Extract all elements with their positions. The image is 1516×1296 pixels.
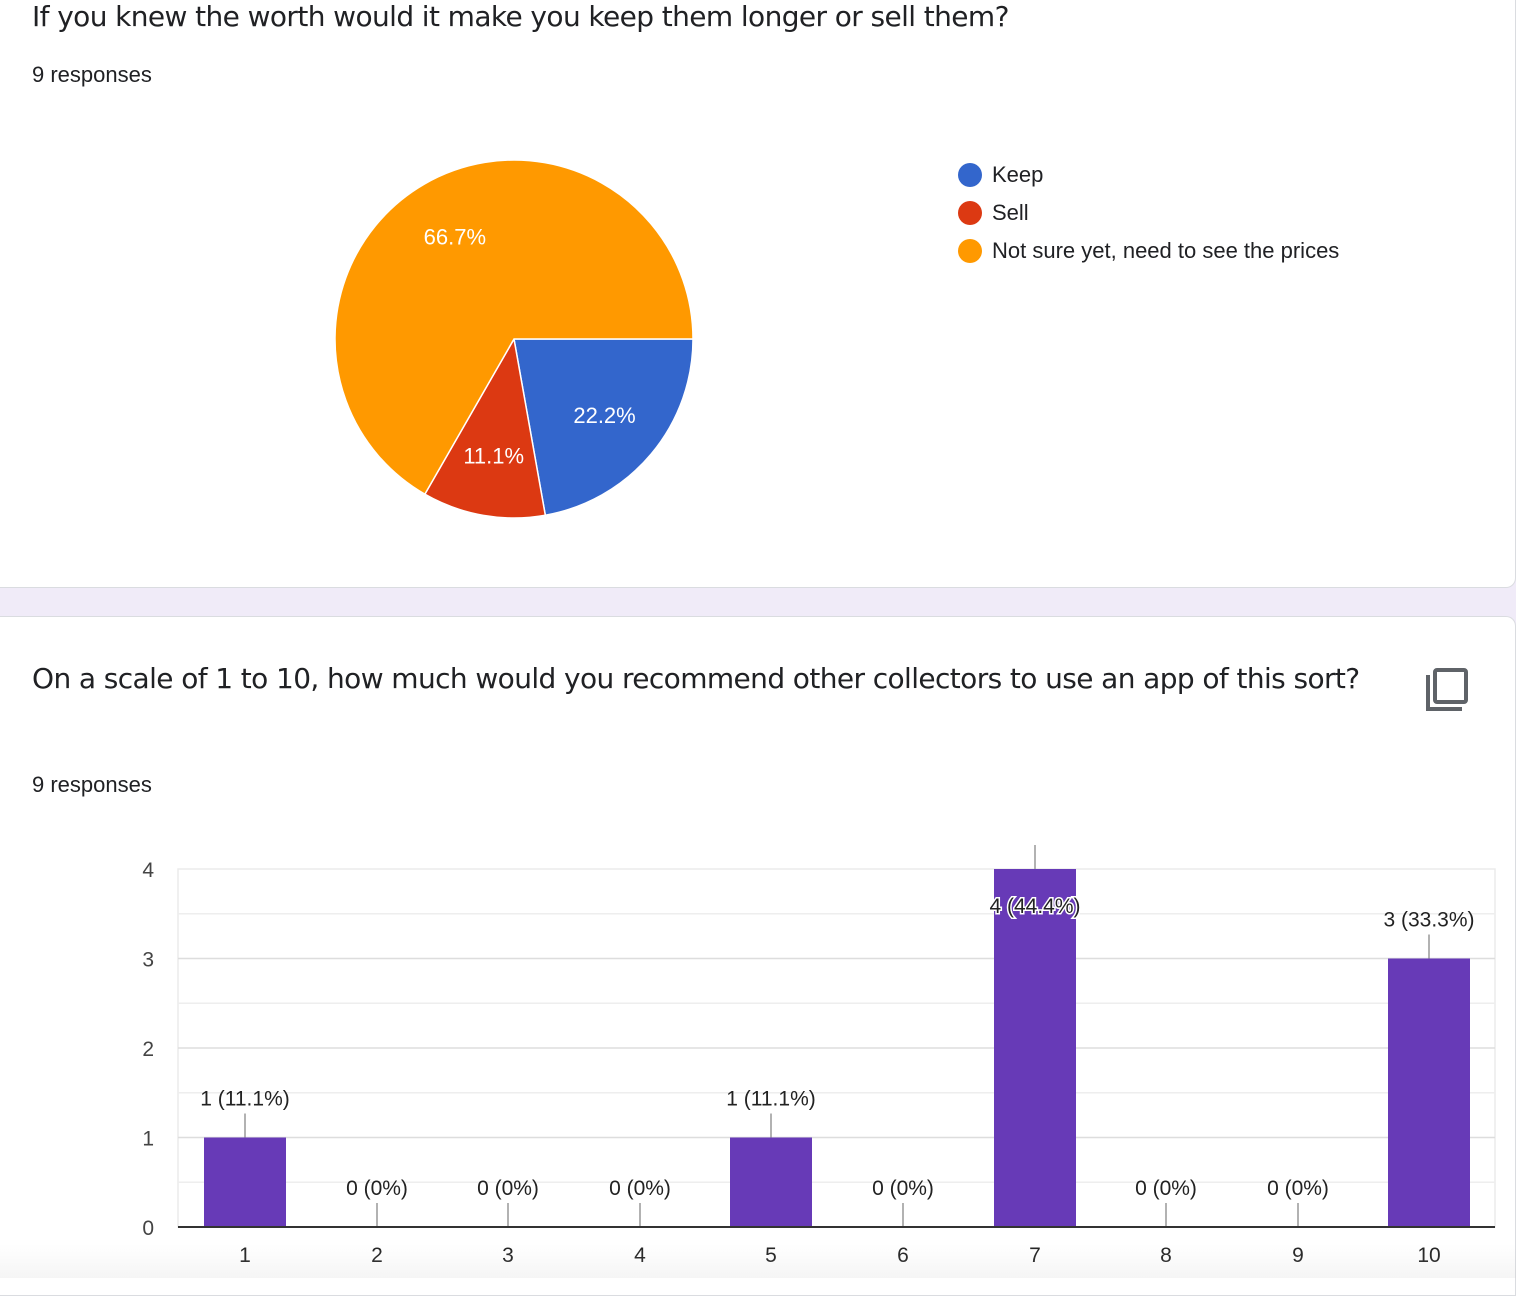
bar-data-label: 0 (0%) [346, 1177, 408, 1200]
x-tick-label: 5 [765, 1244, 777, 1267]
legend-item: Sell [958, 194, 1339, 232]
legend-item: Not sure yet, need to see the prices [958, 232, 1339, 270]
bar-data-label: 0 (0%) [609, 1177, 671, 1200]
bar-7 [994, 869, 1076, 1227]
x-tick-label: 1 [239, 1244, 251, 1267]
x-tick-label: 8 [1160, 1244, 1172, 1267]
pie-legend: Keep Sell Not sure yet, need to see the pr… [958, 156, 1339, 270]
y-tick-label: 0 [142, 1217, 154, 1240]
x-tick-label: 9 [1292, 1244, 1304, 1267]
pie-slice-keep [513, 338, 694, 517]
pie-slice-sell [423, 336, 547, 519]
legend-item: Keep [958, 156, 1339, 194]
x-tick-label: 2 [371, 1244, 383, 1267]
pie-slice-label: 66.7% [424, 225, 486, 250]
legend-label: Sell [992, 200, 1029, 225]
copy-icon[interactable] [1424, 665, 1470, 713]
x-tick-label: 6 [897, 1244, 909, 1267]
bar-data-label: 1 (11.1%) [200, 1088, 290, 1111]
bar-data-label: 0 (0%) [872, 1177, 934, 1200]
question-card-keep-or-sell: If you knew the worth would it make you … [0, 0, 1516, 588]
question-title: On a scale of 1 to 10, how much would yo… [32, 662, 1360, 695]
pie-slice-not [334, 159, 694, 496]
bar-data-label: 0 (0%) [1135, 1177, 1197, 1200]
bar-data-label: 0 (0%) [1267, 1177, 1329, 1200]
question-title: If you knew the worth would it make you … [32, 0, 1009, 33]
x-tick-label: 7 [1029, 1244, 1041, 1267]
y-tick-label: 1 [142, 1128, 154, 1151]
bar-chart: 0 1 2 3 4 1 (11.1%) 1 0 (0%) 2 0 (0%) 3 0 (0%) 4 1 (1… [142, 845, 1496, 1267]
bar-1 [204, 1137, 286, 1227]
legend-swatch [958, 163, 982, 187]
y-tick-label: 4 [142, 859, 154, 882]
x-tick-label: 3 [502, 1244, 514, 1267]
y-tick-label: 3 [142, 949, 154, 972]
legend-label: Not sure yet, need to see the prices [992, 238, 1340, 263]
legend-swatch [958, 239, 982, 263]
bar-data-label: 1 (11.1%) [726, 1088, 816, 1111]
bar-10 [1388, 958, 1470, 1227]
bar-data-label: 3 (33.3%) [1383, 909, 1474, 932]
x-tick-label: 10 [1417, 1244, 1440, 1267]
bar-5 [730, 1137, 812, 1227]
response-count: 9 responses [32, 62, 152, 87]
legend-label: Keep [992, 162, 1044, 187]
legend-swatch [958, 201, 982, 225]
response-count: 9 responses [32, 772, 152, 797]
bar-data-label: 0 (0%) [477, 1177, 539, 1200]
x-tick-label: 4 [634, 1244, 646, 1267]
question-card-recommend-scale: On a scale of 1 to 10, how much would yo… [0, 616, 1516, 1296]
pie-slice-label: 22.2% [573, 403, 635, 428]
pie-slice-label: 11.1% [463, 443, 524, 468]
pie-chart: 22.2% 11.1% 66.7% [334, 159, 694, 519]
y-tick-label: 2 [142, 1038, 154, 1061]
bar-data-label: 4 (44.4%) [989, 895, 1080, 918]
